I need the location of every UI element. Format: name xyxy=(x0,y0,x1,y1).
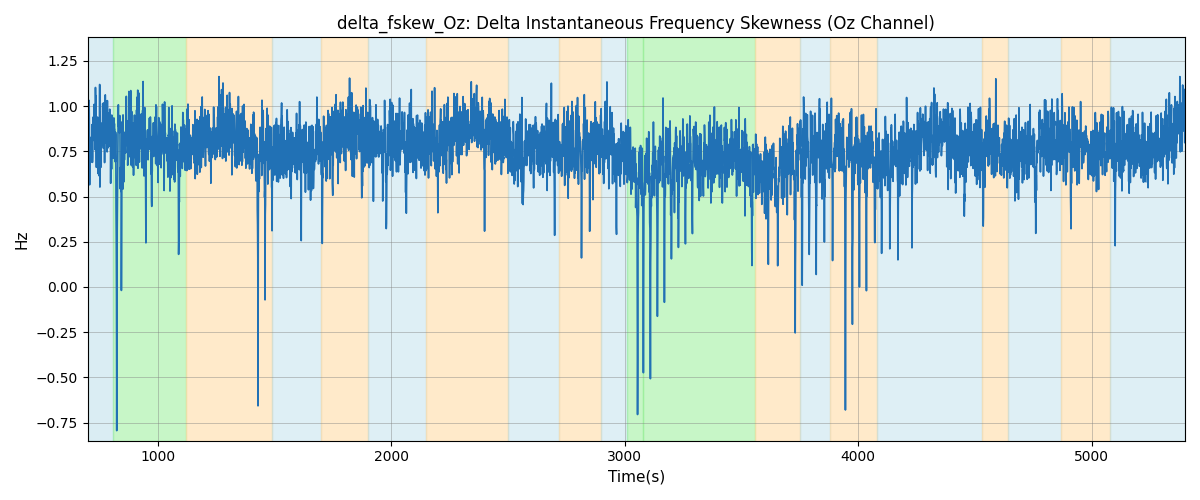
Bar xyxy=(88,38,113,440)
Bar xyxy=(982,38,1008,440)
Bar xyxy=(272,38,322,440)
Bar xyxy=(426,38,508,440)
Bar xyxy=(830,38,877,440)
Bar xyxy=(601,38,626,440)
Bar xyxy=(113,38,186,440)
Y-axis label: Hz: Hz xyxy=(14,230,30,249)
Bar xyxy=(643,38,755,440)
Bar xyxy=(322,38,367,440)
Title: delta_fskew_Oz: Delta Instantaneous Frequency Skewness (Oz Channel): delta_fskew_Oz: Delta Instantaneous Freq… xyxy=(337,15,935,34)
Bar xyxy=(877,38,982,440)
X-axis label: Time(s): Time(s) xyxy=(607,470,665,485)
Bar xyxy=(508,38,559,440)
Bar xyxy=(559,38,601,440)
Bar xyxy=(186,38,272,440)
Bar xyxy=(1061,38,1110,440)
Bar xyxy=(755,38,799,440)
Bar xyxy=(626,38,643,440)
Bar xyxy=(367,38,426,440)
Bar xyxy=(1008,38,1061,440)
Bar xyxy=(1110,38,1186,440)
Bar xyxy=(799,38,830,440)
